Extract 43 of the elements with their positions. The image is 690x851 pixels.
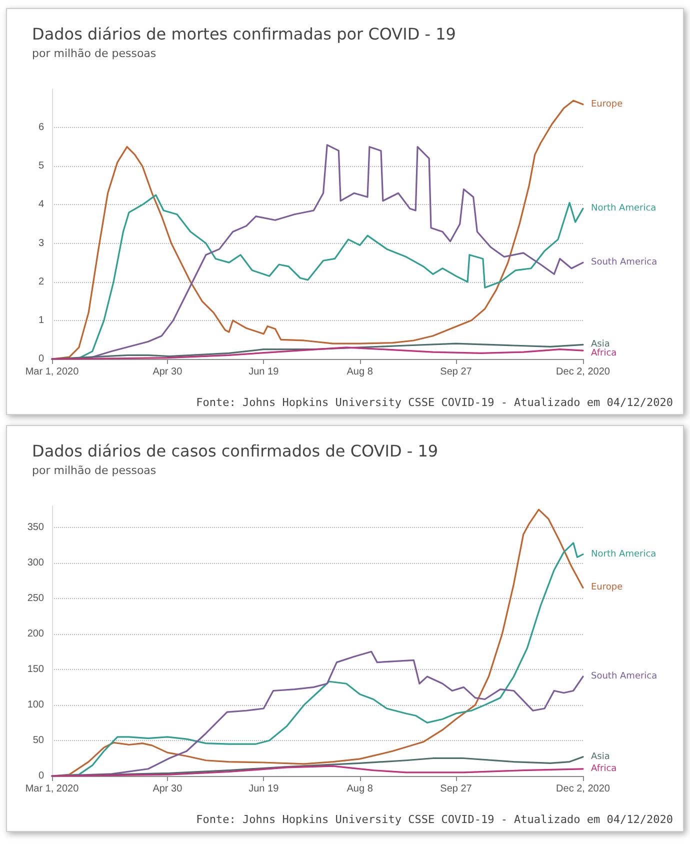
chart-subtitle: por milhão de pessoas: [32, 47, 156, 60]
y-tick-label: 1: [38, 314, 44, 326]
x-tick-label: Sep 27: [440, 784, 472, 794]
x-tick-label: Aug 8: [346, 784, 374, 794]
chart-title: Dados diários de mortes confirmadas por COVID - 19: [32, 24, 456, 44]
series-label: Europe: [591, 99, 624, 110]
y-tick-label: 150: [27, 664, 44, 675]
x-tick-label: Aug 8: [346, 366, 374, 378]
y-tick-label: 200: [27, 628, 44, 640]
y-tick-label: 0: [38, 770, 44, 782]
y-tick-label: 6: [38, 122, 44, 134]
source-note: Fonte: Johns Hopkins University CSSE COVID-19 - Atualizado em 04/12/2020: [196, 813, 674, 826]
series-label: Africa: [591, 348, 617, 359]
source-note: Fonte: Johns Hopkins University CSSE COVID-19 - Atualizado em 04/12/2020: [196, 396, 674, 409]
y-tick-label: 50: [32, 734, 44, 746]
y-tick-label: 100: [27, 699, 44, 710]
x-tick-label: Apr 30: [152, 784, 183, 794]
series-label: Africa: [591, 764, 617, 774]
y-tick-label: 5: [38, 160, 44, 172]
y-tick-label: 250: [27, 592, 44, 604]
y-tick-label: 4: [38, 199, 44, 210]
chart-title: Dados diários de casos confirmados de COVID - 19: [32, 442, 438, 460]
y-tick-label: 0: [38, 354, 44, 364]
series-label: North America: [591, 549, 656, 560]
series-label: South America: [591, 672, 658, 682]
series-label: South America: [591, 258, 658, 268]
chart-subtitle: por milhão de pessoas: [32, 464, 156, 477]
x-tick-label: Sep 27: [440, 366, 472, 378]
x-tick-label: Apr 30: [152, 366, 183, 378]
x-tick-label: Mar 1, 2020: [25, 366, 80, 378]
x-tick-label: Dec 2, 2020: [556, 784, 610, 794]
y-tick-label: 3: [38, 238, 44, 249]
y-tick-label: 300: [27, 557, 44, 568]
series-label: Asia: [591, 752, 610, 762]
series-label: Asia: [591, 340, 610, 350]
x-tick-label: Jun 19: [248, 366, 280, 378]
series-label: Europe: [591, 582, 624, 593]
series-label: North America: [591, 204, 656, 214]
y-tick-label: 2: [38, 276, 44, 288]
y-tick-label: 350: [27, 522, 44, 533]
x-tick-label: Mar 1, 2020: [25, 784, 80, 794]
x-tick-label: Dec 2, 2020: [556, 366, 610, 378]
x-tick-label: Jun 19: [248, 784, 280, 794]
